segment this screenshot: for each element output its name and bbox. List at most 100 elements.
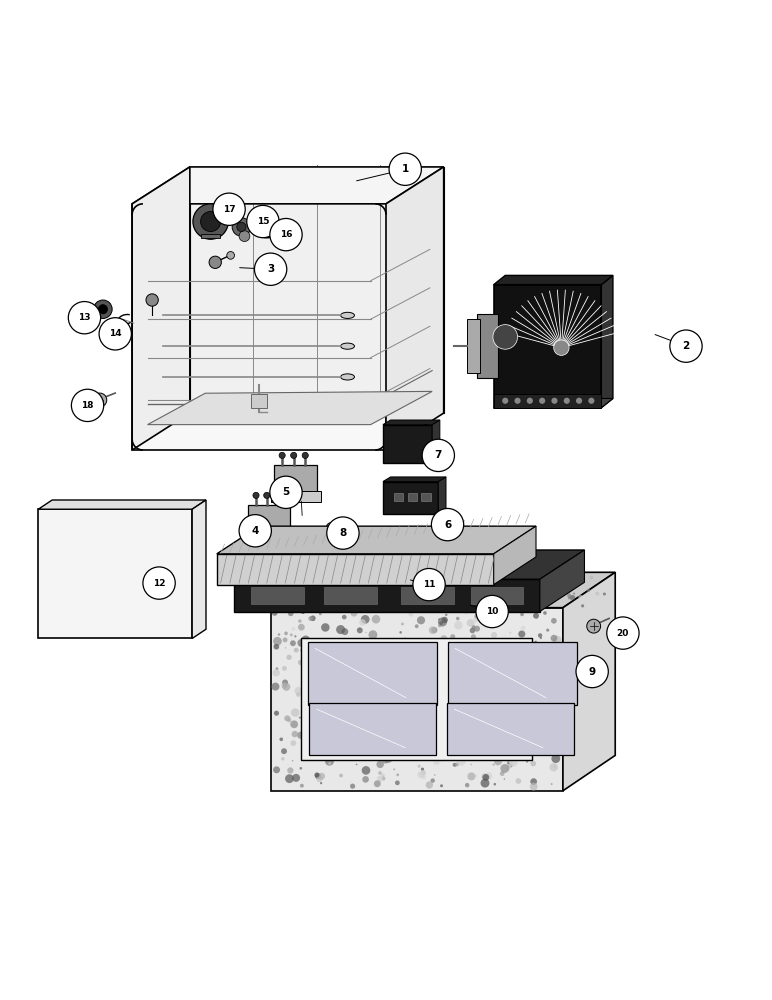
Circle shape [568, 597, 571, 599]
Text: 2: 2 [682, 341, 689, 351]
Circle shape [334, 595, 340, 601]
Circle shape [341, 652, 344, 654]
Circle shape [321, 623, 330, 632]
Circle shape [491, 646, 495, 650]
Circle shape [319, 612, 322, 615]
Circle shape [340, 668, 344, 673]
Circle shape [466, 576, 468, 578]
Circle shape [368, 630, 378, 639]
Circle shape [554, 340, 569, 355]
Circle shape [292, 602, 295, 605]
Circle shape [438, 741, 448, 750]
Circle shape [335, 723, 341, 729]
Circle shape [506, 572, 511, 578]
Circle shape [494, 757, 502, 765]
Circle shape [430, 757, 432, 759]
Circle shape [304, 669, 312, 676]
Polygon shape [132, 167, 444, 204]
Circle shape [344, 599, 350, 605]
Circle shape [527, 590, 529, 593]
Circle shape [526, 672, 530, 676]
Circle shape [357, 627, 363, 633]
Polygon shape [438, 477, 446, 514]
Circle shape [227, 252, 235, 259]
Circle shape [338, 714, 346, 722]
Circle shape [290, 640, 296, 646]
Circle shape [500, 764, 510, 773]
Circle shape [68, 302, 100, 334]
Circle shape [423, 728, 430, 735]
Circle shape [283, 585, 288, 589]
Circle shape [381, 777, 385, 780]
Circle shape [510, 632, 511, 634]
Circle shape [454, 646, 462, 654]
Circle shape [417, 642, 422, 646]
Circle shape [476, 679, 479, 682]
Circle shape [378, 654, 381, 657]
Polygon shape [245, 529, 293, 540]
Circle shape [508, 741, 516, 749]
Circle shape [378, 771, 382, 775]
Circle shape [343, 691, 346, 695]
Circle shape [670, 330, 703, 362]
Polygon shape [386, 167, 444, 450]
Polygon shape [201, 234, 220, 238]
Circle shape [317, 777, 319, 779]
Circle shape [401, 623, 404, 625]
Circle shape [455, 720, 459, 724]
Circle shape [530, 783, 537, 791]
Circle shape [334, 640, 337, 643]
Circle shape [354, 715, 362, 723]
Ellipse shape [340, 312, 354, 318]
Circle shape [302, 669, 306, 674]
Circle shape [285, 575, 291, 581]
Circle shape [311, 725, 316, 729]
Circle shape [315, 698, 323, 706]
Circle shape [537, 713, 539, 715]
Circle shape [587, 619, 601, 633]
Circle shape [209, 256, 222, 268]
Polygon shape [132, 167, 190, 450]
Circle shape [499, 745, 507, 753]
Circle shape [418, 771, 425, 778]
Circle shape [444, 740, 453, 749]
Circle shape [493, 733, 501, 742]
Text: 10: 10 [486, 607, 499, 616]
Circle shape [447, 599, 449, 602]
Circle shape [328, 762, 331, 765]
Circle shape [469, 641, 478, 650]
Circle shape [418, 679, 425, 686]
Circle shape [276, 667, 279, 670]
Circle shape [460, 660, 467, 667]
Circle shape [285, 716, 291, 721]
Circle shape [486, 604, 488, 606]
Circle shape [346, 656, 351, 661]
Circle shape [425, 781, 433, 789]
Circle shape [576, 655, 608, 688]
Circle shape [356, 764, 357, 765]
Circle shape [542, 698, 549, 705]
Circle shape [362, 766, 371, 775]
Circle shape [397, 710, 400, 713]
Circle shape [143, 567, 175, 599]
Circle shape [479, 716, 482, 719]
Circle shape [540, 675, 547, 682]
Circle shape [543, 611, 547, 615]
Circle shape [473, 618, 478, 623]
Circle shape [588, 398, 594, 404]
Circle shape [274, 711, 279, 716]
Circle shape [443, 588, 447, 591]
Polygon shape [563, 572, 615, 791]
Circle shape [533, 717, 540, 723]
Circle shape [576, 398, 582, 404]
Circle shape [400, 730, 405, 736]
Circle shape [474, 626, 480, 632]
Circle shape [491, 632, 497, 638]
Circle shape [551, 754, 560, 763]
Circle shape [455, 763, 459, 766]
Circle shape [384, 754, 393, 763]
Circle shape [292, 731, 298, 737]
Circle shape [334, 706, 343, 714]
Circle shape [489, 697, 493, 700]
Circle shape [352, 675, 361, 683]
